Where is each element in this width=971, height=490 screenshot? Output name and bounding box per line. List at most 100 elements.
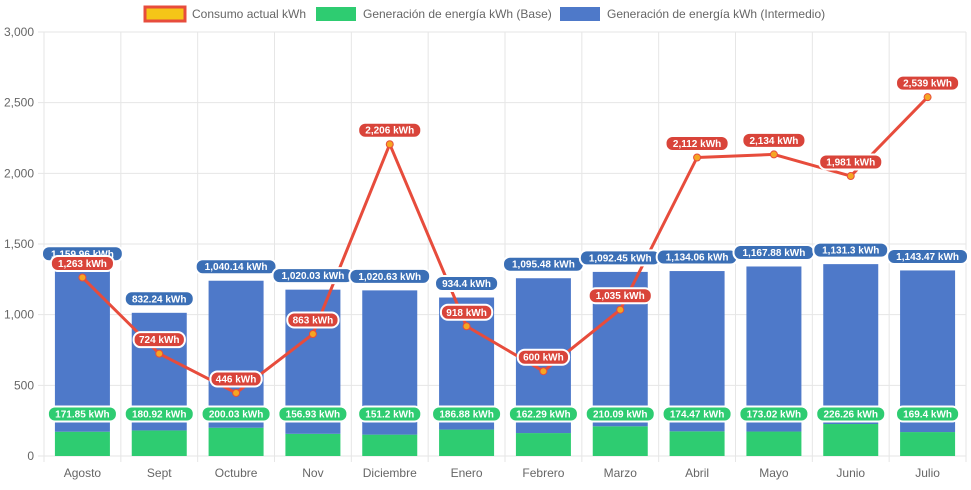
x-tick-label: Marzo [604, 466, 638, 480]
intermedio-data-label-bg [434, 275, 500, 293]
base-data-label-bg [277, 405, 349, 423]
consumo-data-label-bg [357, 121, 423, 139]
base-data-label: 200.03 kWh [200, 405, 272, 423]
base-data-label: 226.26 kWh [815, 405, 887, 423]
intermedio-data-label: 1,131.3 kWh [812, 241, 890, 259]
consumo-data-label: 2,539 kWh [895, 74, 961, 92]
consumo-point[interactable] [769, 150, 778, 159]
consumo-data-label-bg [741, 131, 807, 149]
bar-base[interactable] [515, 433, 571, 456]
bar-intermedio[interactable] [900, 270, 956, 433]
intermedio-data-label-text: 832.24 kWh [132, 294, 186, 305]
x-tick-label: Octubre [215, 466, 258, 480]
intermedio-data-label: 1,040.14 kWh [194, 258, 278, 276]
intermedio-data-label-bg [886, 247, 969, 265]
consumo-data-label: 2,134 kWh [741, 131, 807, 149]
consumo-data-label: 918 kWh [439, 303, 494, 321]
bar-base[interactable] [900, 432, 956, 456]
consumo-data-label-text: 600 kWh [523, 353, 564, 364]
consumo-point[interactable] [616, 305, 625, 314]
x-tick-label: Enero [451, 466, 483, 480]
consumo-data-label-bg [818, 153, 884, 171]
bar-base[interactable] [746, 431, 802, 456]
intermedio-data-label: 934.4 kWh [434, 275, 500, 293]
consumo-data-label: 2,206 kWh [357, 121, 423, 139]
bar-base[interactable] [669, 431, 725, 456]
bar-intermedio[interactable] [669, 271, 725, 432]
intermedio-data-label-text: 1,020.63 kWh [358, 272, 421, 283]
base-data-label-text: 151.2 kWh [365, 410, 414, 421]
consumo-data-label-text: 724 kWh [139, 335, 180, 346]
consumo-point[interactable] [846, 172, 855, 181]
intermedio-data-label: 1,092.45 kWh [578, 249, 662, 267]
consumo-data-label-text: 2,539 kWh [903, 79, 952, 90]
bar-base[interactable] [823, 424, 879, 456]
consumo-data-label-bg [516, 348, 571, 366]
bar-intermedio[interactable] [823, 264, 879, 425]
bar-base[interactable] [592, 426, 648, 456]
base-data-label: 180.92 kWh [123, 405, 195, 423]
base-data-label-text: 169.4 kWh [903, 410, 952, 421]
legend-label-consumo: Consumo actual kWh [192, 7, 306, 21]
x-tick-label: Sept [147, 466, 172, 480]
consumo-point[interactable] [308, 330, 317, 339]
consumo-data-label-bg [286, 311, 340, 329]
bar-base[interactable] [54, 431, 110, 456]
bar-base[interactable] [208, 427, 264, 456]
consumo-point[interactable] [462, 322, 471, 331]
intermedio-data-label-text: 1,159.96 kWh [51, 249, 114, 260]
intermedio-data-label-bg [123, 290, 195, 308]
consumo-data-label-text: 1,981 kWh [826, 158, 875, 169]
y-tick-label: 1,000 [4, 308, 34, 322]
base-data-label: 174.47 kWh [661, 405, 733, 423]
intermedio-data-label: 1,020.03 kWh [271, 267, 355, 285]
consumo-data-label-text: 1,263 kWh [58, 259, 107, 270]
consumo-point[interactable] [539, 367, 548, 376]
x-tick-label: Diciembre [363, 466, 417, 480]
intermedio-data-label-text: 1,095.48 kWh [512, 260, 575, 271]
base-data-label-text: 174.47 kWh [670, 410, 724, 421]
consumo-data-label-bg [439, 303, 494, 321]
legend-label-base: Generación de energía kWh (Base) [363, 7, 552, 21]
y-tick-label: 2,000 [4, 166, 34, 180]
base-data-label-bg [895, 405, 961, 423]
base-data-label-bg [357, 405, 423, 423]
base-data-label-bg [584, 405, 656, 423]
consumo-point[interactable] [923, 93, 932, 102]
consumo-data-label: 2,112 kWh [664, 135, 730, 153]
bar-base[interactable] [285, 433, 341, 456]
consumo-data-label-text: 2,112 kWh [673, 139, 721, 150]
intermedio-data-label: 832.24 kWh [123, 290, 195, 308]
bar-base[interactable] [439, 429, 495, 456]
consumo-data-label: 1,263 kWh [49, 254, 115, 272]
data-labels: 171.85 kWh 180.92 kWh 200.03 kWh 156.93 kWh… [41, 74, 969, 423]
bar-base[interactable] [131, 430, 187, 456]
consumo-data-label-bg [49, 254, 115, 272]
bar-base[interactable] [362, 434, 418, 456]
consumo-data-label-bg [895, 74, 961, 92]
consumo-data-label-text: 446 kWh [216, 374, 257, 385]
legend-item-base[interactable]: Generación de energía kWh (Base) [316, 7, 552, 21]
bar-intermedio[interactable] [208, 280, 264, 428]
consumo-point[interactable] [155, 349, 164, 358]
intermedio-data-label: 1,143.47 kWh [886, 247, 969, 265]
consumo-point[interactable] [232, 388, 241, 397]
consumo-data-label-bg [209, 370, 263, 388]
legend-item-consumo[interactable]: Consumo actual kWh [143, 5, 306, 23]
consumo-data-label: 863 kWh [286, 311, 340, 329]
consumo-data-label-text: 863 kWh [293, 316, 334, 327]
legend-swatch-consumo [143, 5, 187, 23]
bar-intermedio[interactable] [746, 266, 802, 432]
x-tick-label: Junio [836, 466, 865, 480]
consumo-point[interactable] [78, 273, 87, 282]
x-axis: Agosto Sept Octubre Nov Diciembre Enero Febrer… [64, 466, 941, 480]
base-data-label-text: 180.92 kWh [132, 410, 186, 421]
base-data-label-bg [431, 405, 503, 423]
consumo-point[interactable] [693, 153, 702, 162]
consumo-point[interactable] [385, 140, 394, 149]
intermedio-data-label: 1,095.48 kWh [502, 255, 585, 273]
y-tick-label: 2,500 [4, 96, 34, 110]
legend-item-intermedio[interactable]: Generación de energía kWh (Intermedio) [560, 7, 825, 21]
intermedio-data-label-text: 1,020.03 kWh [282, 271, 345, 282]
